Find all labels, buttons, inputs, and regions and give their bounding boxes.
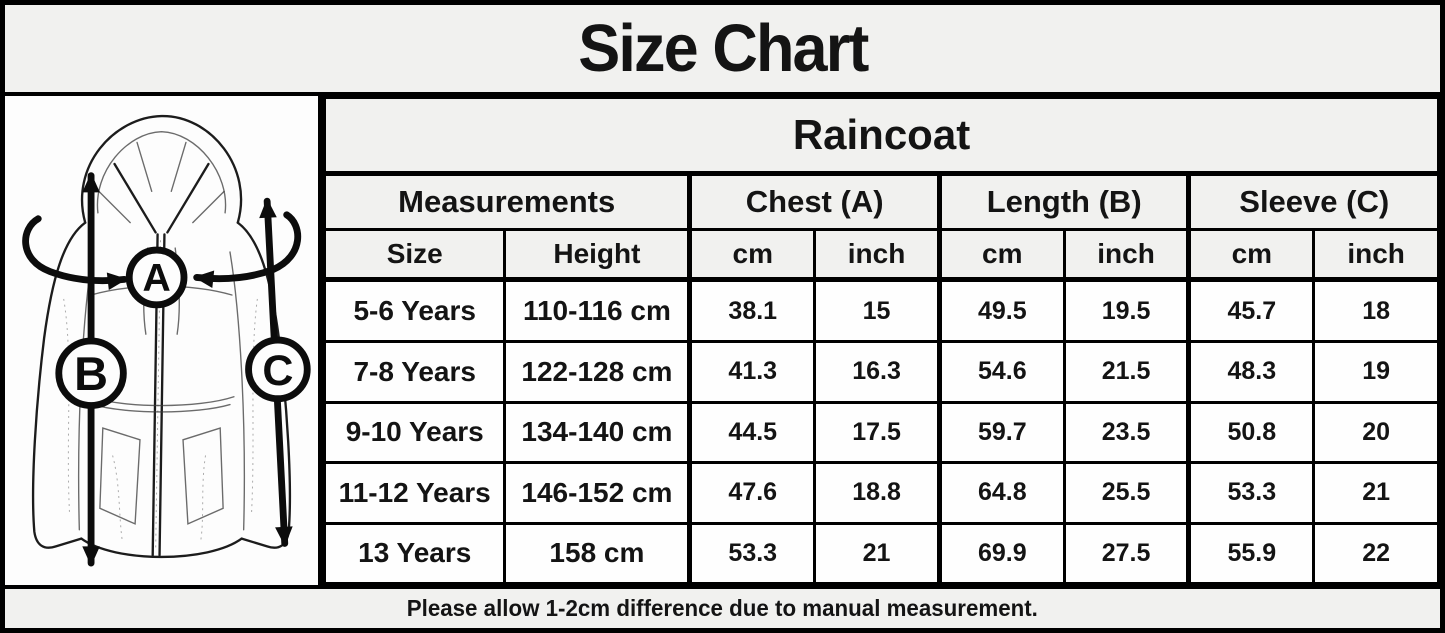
table-row: 9-10 Years 134-140 cm 44.5 17.5 59.7 23.…	[322, 400, 1440, 465]
table-row: 5-6 Years 110-116 cm 38.1 15 49.5 19.5 4…	[322, 277, 1440, 344]
cell-size: 11-12 Years	[322, 461, 507, 525]
cell-length-inch: 23.5	[1062, 400, 1191, 465]
cell-chest-cm: 44.5	[687, 400, 817, 465]
col-header-sleeve-inch: inch	[1312, 228, 1440, 282]
group-header-length: Length (B)	[936, 172, 1191, 231]
table-row: 11-12 Years 146-152 cm 47.6 18.8 64.8 25…	[322, 461, 1440, 525]
cell-sleeve-cm: 53.3	[1186, 461, 1316, 525]
sleeve-label-badge: C	[245, 336, 311, 402]
length-label: B	[74, 347, 108, 399]
jacket-outline-icon	[31, 114, 292, 558]
chest-label: A	[142, 257, 170, 300]
sleeve-label: C	[262, 347, 293, 395]
main-band: A B C R	[5, 96, 1440, 586]
cell-chest-cm: 41.3	[687, 340, 817, 404]
cell-size: 5-6 Years	[322, 277, 507, 344]
raincoat-sketch: A B C	[22, 114, 311, 566]
cell-chest-inch: 21	[813, 521, 941, 586]
cell-sleeve-inch: 19	[1312, 340, 1440, 404]
cell-sleeve-inch: 20	[1312, 400, 1440, 465]
cell-length-inch: 27.5	[1062, 521, 1191, 586]
length-label-badge: B	[55, 337, 127, 409]
cell-chest-inch: 15	[813, 277, 941, 344]
cell-height: 134-140 cm	[503, 400, 692, 465]
cell-height: 122-128 cm	[503, 340, 692, 404]
cell-sleeve-cm: 48.3	[1186, 340, 1316, 404]
size-table: Raincoat Measurements Chest (A) Length (…	[322, 96, 1440, 586]
col-header-length-inch: inch	[1062, 228, 1191, 282]
footer-band: Please allow 1-2cm difference due to man…	[5, 589, 1440, 628]
table-row: 7-8 Years 122-128 cm 41.3 16.3 54.6 21.5…	[322, 340, 1440, 404]
chest-label-badge: A	[125, 246, 188, 308]
table-row: 13 Years 158 cm 53.3 21 69.9 27.5 55.9 2…	[322, 521, 1440, 586]
cell-size: 9-10 Years	[322, 400, 507, 465]
cell-chest-inch: 16.3	[813, 340, 941, 404]
cell-sleeve-cm: 50.8	[1186, 400, 1316, 465]
cell-length-inch: 25.5	[1062, 461, 1191, 525]
title-band: Size Chart	[5, 5, 1440, 92]
cell-chest-cm: 47.6	[687, 461, 817, 525]
cell-height: 158 cm	[503, 521, 692, 586]
col-header-chest-cm: cm	[687, 228, 817, 282]
cell-sleeve-inch: 21	[1312, 461, 1440, 525]
group-header-measurements: Measurements	[322, 172, 692, 231]
cell-chest-cm: 38.1	[687, 277, 817, 344]
cell-length-cm: 54.6	[936, 340, 1066, 404]
col-header-size: Size	[322, 228, 507, 282]
chest-measure-arrow-right	[193, 210, 302, 288]
group-header-chest: Chest (A)	[687, 172, 941, 231]
cell-sleeve-cm: 45.7	[1186, 277, 1316, 344]
cell-height: 110-116 cm	[503, 277, 692, 344]
cell-size: 7-8 Years	[322, 340, 507, 404]
col-header-chest-inch: inch	[813, 228, 941, 282]
cell-sleeve-cm: 55.9	[1186, 521, 1316, 586]
cell-sleeve-inch: 18	[1312, 277, 1440, 344]
cell-length-inch: 19.5	[1062, 277, 1191, 344]
cell-size: 13 Years	[322, 521, 507, 586]
raincoat-diagram-panel: A B C	[5, 96, 323, 585]
cell-length-cm: 59.7	[936, 400, 1066, 465]
cell-length-cm: 64.8	[936, 461, 1066, 525]
size-table-wrap: Raincoat Measurements Chest (A) Length (…	[322, 96, 1440, 586]
cell-chest-inch: 18.8	[813, 461, 941, 525]
cell-chest-cm: 53.3	[687, 521, 817, 586]
col-header-sleeve-cm: cm	[1186, 228, 1316, 282]
footer-note: Please allow 1-2cm difference due to man…	[406, 595, 1039, 621]
product-header: Raincoat	[323, 96, 1440, 176]
col-header-length-cm: cm	[936, 228, 1066, 282]
cell-chest-inch: 17.5	[813, 400, 941, 465]
col-header-height: Height	[503, 228, 692, 282]
cell-length-cm: 49.5	[936, 277, 1066, 344]
cell-sleeve-inch: 22	[1312, 521, 1440, 586]
chest-measure-arrow-left	[22, 214, 128, 290]
cell-length-cm: 69.9	[936, 521, 1066, 586]
group-header-sleeve: Sleeve (C)	[1186, 172, 1440, 231]
cell-height: 146-152 cm	[503, 461, 692, 525]
page-title: Size Chart	[577, 11, 869, 86]
cell-length-inch: 21.5	[1062, 340, 1191, 404]
